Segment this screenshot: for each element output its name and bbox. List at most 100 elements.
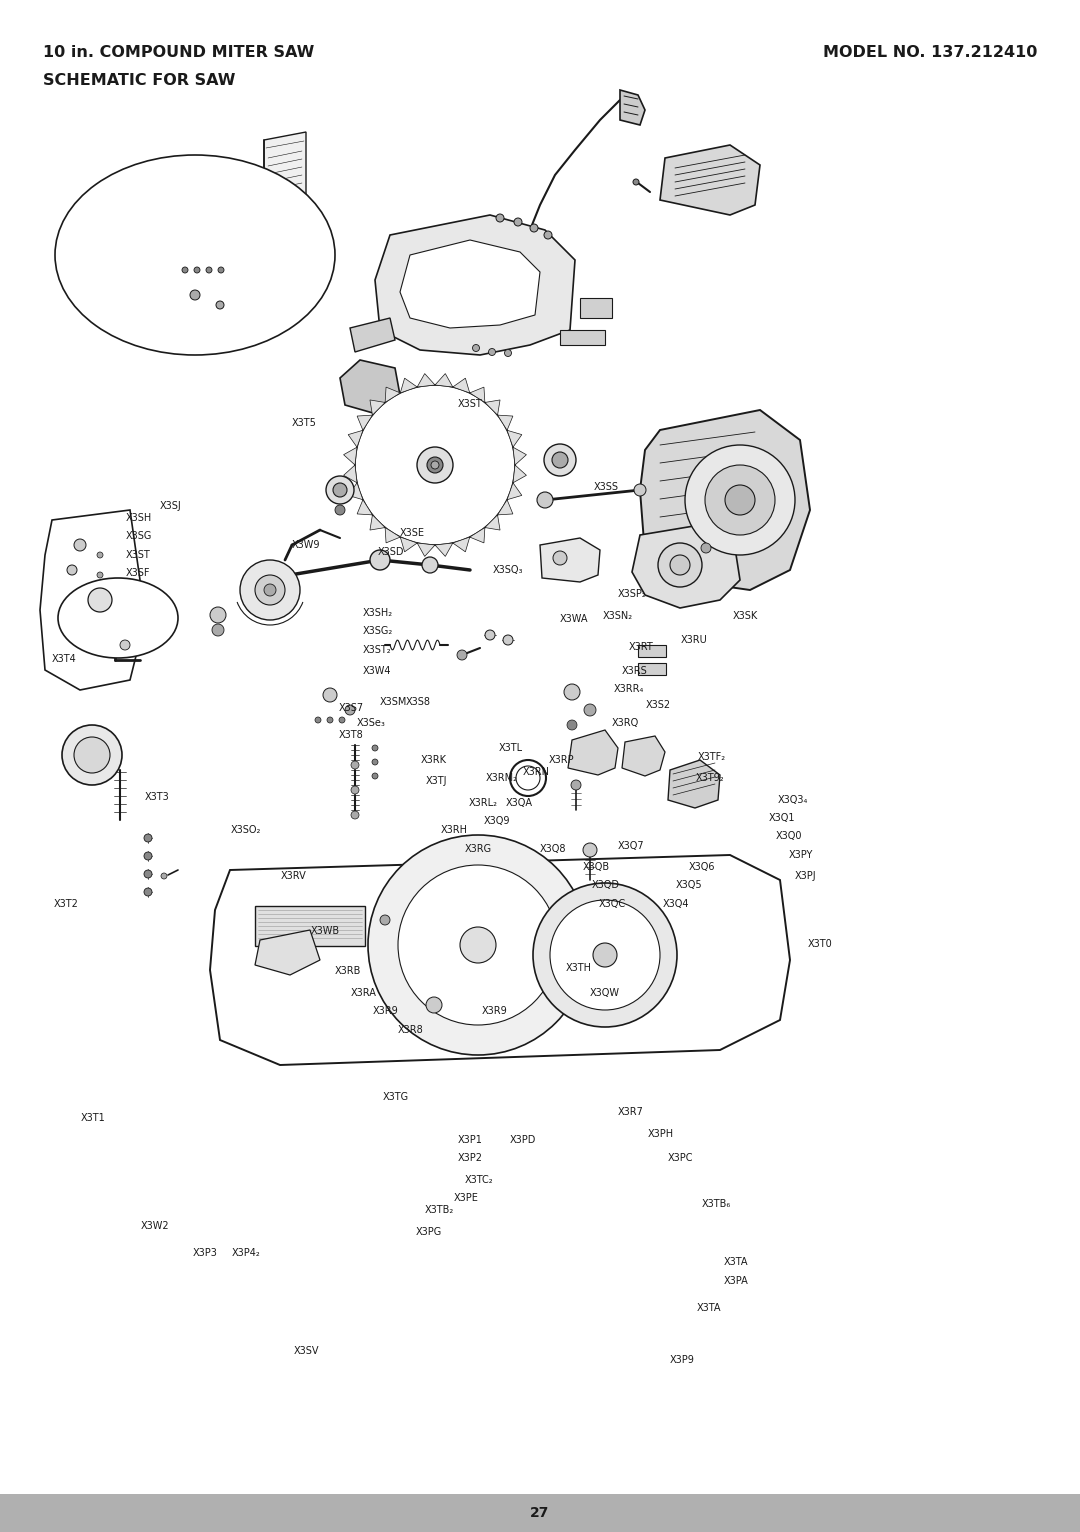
Text: X3ST: X3ST <box>125 550 150 559</box>
Text: X3Q6: X3Q6 <box>689 863 716 872</box>
Circle shape <box>161 873 167 879</box>
Text: X3Q8: X3Q8 <box>540 844 567 853</box>
Polygon shape <box>513 447 526 466</box>
Text: X3W2: X3W2 <box>140 1221 170 1230</box>
Circle shape <box>75 539 86 552</box>
Text: X3QB: X3QB <box>583 863 610 872</box>
Polygon shape <box>435 374 453 388</box>
Circle shape <box>190 290 200 300</box>
Text: X3W4: X3W4 <box>363 666 391 676</box>
Text: X3T2: X3T2 <box>54 899 79 908</box>
Text: X3P4₂: X3P4₂ <box>232 1249 261 1258</box>
Circle shape <box>240 561 300 620</box>
Text: X3RN: X3RN <box>523 768 550 777</box>
Polygon shape <box>375 214 575 355</box>
Circle shape <box>372 774 378 778</box>
Circle shape <box>514 218 522 227</box>
Text: X3TH: X3TH <box>566 964 592 973</box>
Text: X3SH₂: X3SH₂ <box>363 608 393 617</box>
Circle shape <box>422 558 438 573</box>
Circle shape <box>496 214 504 222</box>
Circle shape <box>144 852 152 859</box>
Polygon shape <box>401 538 417 552</box>
Text: X3Q7: X3Q7 <box>618 841 645 850</box>
Circle shape <box>399 866 558 1025</box>
Circle shape <box>194 267 200 273</box>
Polygon shape <box>370 515 386 530</box>
Text: X3T5: X3T5 <box>292 418 316 427</box>
Polygon shape <box>417 542 435 556</box>
Text: X3QD: X3QD <box>592 881 620 890</box>
Bar <box>561 329 605 345</box>
Polygon shape <box>417 374 435 388</box>
Circle shape <box>431 461 438 469</box>
Text: X3Q1: X3Q1 <box>769 813 796 823</box>
Text: X3SD: X3SD <box>378 547 405 556</box>
Polygon shape <box>40 510 140 689</box>
Text: X3Se₃: X3Se₃ <box>356 719 386 728</box>
Circle shape <box>553 552 567 565</box>
Circle shape <box>485 630 495 640</box>
Polygon shape <box>401 378 417 392</box>
Circle shape <box>183 267 188 273</box>
Text: X3PY: X3PY <box>788 850 813 859</box>
Text: X3TB₆: X3TB₆ <box>702 1200 731 1209</box>
Text: X3SV: X3SV <box>294 1347 320 1356</box>
Circle shape <box>327 717 333 723</box>
Polygon shape <box>453 538 470 552</box>
Text: X3RM₂: X3RM₂ <box>486 774 518 783</box>
Circle shape <box>564 683 580 700</box>
Text: X3TA: X3TA <box>724 1258 748 1267</box>
Polygon shape <box>620 90 645 126</box>
Text: X3S2: X3S2 <box>646 700 671 709</box>
Circle shape <box>144 833 152 843</box>
Circle shape <box>345 705 355 715</box>
Text: X3SO₂: X3SO₂ <box>231 826 261 835</box>
Text: X3WA: X3WA <box>559 614 588 624</box>
Polygon shape <box>485 515 500 530</box>
Polygon shape <box>348 483 363 499</box>
Circle shape <box>584 705 596 715</box>
Text: X3W9: X3W9 <box>292 541 320 550</box>
Circle shape <box>75 620 82 630</box>
Polygon shape <box>400 241 540 328</box>
Circle shape <box>97 571 103 578</box>
Text: X3Q5: X3Q5 <box>676 881 703 890</box>
Polygon shape <box>255 930 320 974</box>
Text: X3P3: X3P3 <box>192 1249 217 1258</box>
Circle shape <box>80 594 90 605</box>
Text: X3SM: X3SM <box>380 697 407 706</box>
Text: X3SG: X3SG <box>125 532 151 541</box>
Text: X3PD: X3PD <box>510 1135 536 1144</box>
Ellipse shape <box>58 578 178 659</box>
Circle shape <box>544 231 552 239</box>
Text: X3T8: X3T8 <box>339 731 364 740</box>
Text: X3SG₂: X3SG₂ <box>363 627 393 636</box>
Text: X3RA: X3RA <box>351 988 377 997</box>
Circle shape <box>417 447 453 483</box>
Circle shape <box>351 786 359 794</box>
Text: X3TB₂: X3TB₂ <box>424 1206 454 1215</box>
Text: 10 in. COMPOUND MITER SAW: 10 in. COMPOUND MITER SAW <box>43 44 314 60</box>
Circle shape <box>75 737 110 774</box>
Circle shape <box>216 300 224 309</box>
Text: X3RT: X3RT <box>629 642 653 651</box>
Circle shape <box>380 915 390 925</box>
Text: X3RP: X3RP <box>549 755 575 764</box>
Text: X3T0: X3T0 <box>808 939 833 948</box>
Text: X3ST₂: X3ST₂ <box>363 645 392 654</box>
Text: X3Q3₄: X3Q3₄ <box>778 795 808 804</box>
Polygon shape <box>343 466 357 483</box>
Text: X3PH: X3PH <box>648 1129 674 1138</box>
Text: X3SK: X3SK <box>732 611 757 620</box>
Circle shape <box>335 506 345 515</box>
Polygon shape <box>669 760 720 807</box>
Text: X3P2: X3P2 <box>458 1154 483 1163</box>
Circle shape <box>370 550 390 570</box>
Polygon shape <box>435 542 453 556</box>
Circle shape <box>658 542 702 587</box>
Circle shape <box>537 492 553 509</box>
Polygon shape <box>540 538 600 582</box>
Polygon shape <box>370 400 386 415</box>
Text: X3RB: X3RB <box>335 967 361 976</box>
